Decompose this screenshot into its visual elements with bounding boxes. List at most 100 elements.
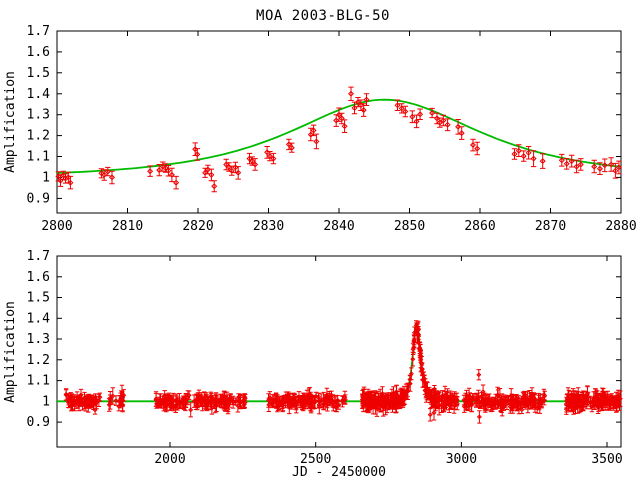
- data-point: [441, 403, 447, 413]
- data-point: [74, 391, 80, 404]
- data-point: [520, 150, 527, 162]
- data-point: [153, 392, 159, 407]
- data-point: [283, 391, 289, 400]
- data-point: [117, 395, 123, 407]
- y-axis-label-bottom: Amplification: [3, 301, 18, 403]
- data-point: [530, 150, 537, 168]
- data-point: [221, 390, 228, 405]
- data-point: [57, 174, 64, 187]
- data-point: [597, 392, 603, 407]
- data-point: [508, 395, 514, 412]
- data-point: [290, 392, 296, 407]
- data-point: [484, 397, 490, 407]
- data-point: [532, 394, 538, 405]
- data-point: [162, 163, 169, 173]
- x-tick-label: 2810: [112, 219, 143, 234]
- data-point: [161, 398, 167, 409]
- data-point: [246, 152, 253, 165]
- x-tick-label: 2820: [182, 219, 213, 234]
- data-point: [333, 402, 339, 412]
- data-point: [104, 166, 111, 177]
- data-point: [564, 393, 570, 404]
- data-point: [66, 395, 72, 409]
- data-point: [310, 124, 317, 137]
- data-point: [511, 148, 518, 160]
- x-tick-label: 2830: [253, 219, 284, 234]
- x-tick-label: 2870: [535, 219, 566, 234]
- data-point: [601, 158, 608, 173]
- data-point: [591, 159, 598, 174]
- data-point: [390, 386, 397, 401]
- data-point: [266, 151, 273, 162]
- data-point: [539, 397, 545, 409]
- data-point: [325, 392, 331, 402]
- data-point: [612, 162, 619, 179]
- data-point: [101, 169, 108, 181]
- y-tick-label: 1.7: [27, 24, 50, 39]
- data-point: [321, 391, 327, 408]
- data-point: [195, 396, 201, 409]
- data-point: [605, 390, 611, 405]
- data-point: [397, 390, 403, 405]
- data-point: [168, 167, 175, 183]
- data-point: [434, 390, 440, 407]
- data-point: [519, 405, 525, 414]
- data-point: [584, 386, 591, 402]
- data-point: [378, 393, 384, 402]
- y-tick-label: 1.6: [27, 270, 50, 285]
- data-point: [242, 397, 248, 408]
- data-point: [193, 399, 199, 410]
- data-point: [504, 396, 510, 406]
- data-point: [210, 394, 216, 404]
- data-point: [89, 399, 95, 408]
- data-point: [292, 393, 298, 407]
- data-point: [458, 126, 465, 140]
- data-point: [98, 168, 105, 179]
- data-point: [77, 395, 83, 407]
- data-point: [339, 395, 345, 408]
- data-point: [308, 396, 314, 407]
- data-point: [563, 158, 570, 170]
- data-point: [159, 161, 166, 172]
- data-point: [495, 389, 501, 401]
- y-tick-label: 1.2: [27, 129, 50, 144]
- data-point: [313, 133, 320, 150]
- data-point: [427, 408, 433, 422]
- data-point: [185, 390, 191, 406]
- data-point: [215, 397, 221, 407]
- data-point: [354, 97, 362, 108]
- data-point: [347, 86, 355, 101]
- data-point: [301, 393, 307, 403]
- data-point: [382, 395, 389, 408]
- data-point: [599, 391, 605, 405]
- y-tick-label: 0.9: [27, 191, 50, 206]
- data-point: [469, 138, 477, 152]
- data-point: [451, 394, 457, 414]
- data-point: [534, 402, 540, 414]
- data-point: [608, 157, 615, 172]
- data-point: [419, 362, 425, 377]
- data-point: [335, 107, 343, 122]
- data-point: [342, 390, 348, 404]
- data-point: [373, 393, 379, 405]
- model-curve: [57, 322, 621, 403]
- data-point: [330, 394, 336, 408]
- data-point: [316, 397, 322, 406]
- data-point: [174, 396, 180, 407]
- data-point: [470, 393, 476, 405]
- data-point: [287, 396, 293, 410]
- data-point: [424, 382, 430, 396]
- data-point: [477, 396, 483, 408]
- data-point: [307, 127, 314, 142]
- y-tick-label: 1.1: [27, 374, 50, 389]
- data-point: [62, 173, 69, 184]
- data-point: [67, 175, 74, 190]
- data-point: [82, 396, 88, 407]
- y-tick-label: 1.7: [27, 249, 50, 264]
- data-point: [414, 323, 421, 343]
- data-point: [63, 388, 69, 401]
- data-point: [213, 393, 219, 405]
- data-point: [410, 343, 416, 355]
- data-point: [179, 397, 185, 406]
